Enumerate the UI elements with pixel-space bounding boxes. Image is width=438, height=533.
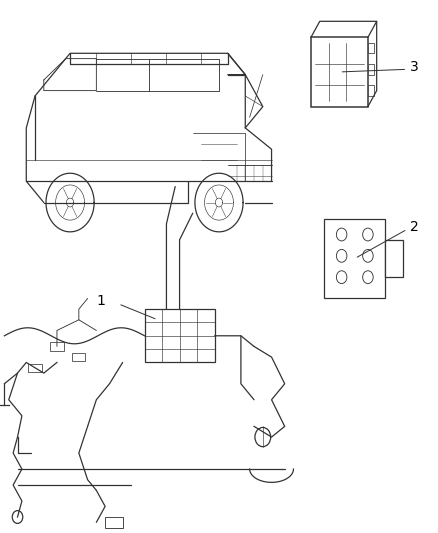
Circle shape [336, 249, 347, 262]
Bar [145, 309, 215, 362]
Text: 1: 1 [96, 294, 105, 308]
Circle shape [363, 249, 373, 262]
Bar [385, 240, 403, 277]
Circle shape [255, 427, 271, 447]
Circle shape [12, 511, 23, 523]
Bar [311, 37, 368, 107]
Bar [368, 43, 374, 53]
Bar [72, 353, 85, 361]
Circle shape [336, 271, 347, 284]
Bar [105, 517, 123, 528]
Bar [324, 219, 385, 298]
Circle shape [363, 228, 373, 241]
Text: 3: 3 [410, 60, 418, 74]
Text: 2: 2 [410, 220, 418, 233]
Bar [28, 364, 42, 372]
Bar [368, 85, 374, 96]
Bar [50, 342, 64, 351]
Circle shape [363, 271, 373, 284]
Bar [368, 64, 374, 75]
Circle shape [336, 228, 347, 241]
